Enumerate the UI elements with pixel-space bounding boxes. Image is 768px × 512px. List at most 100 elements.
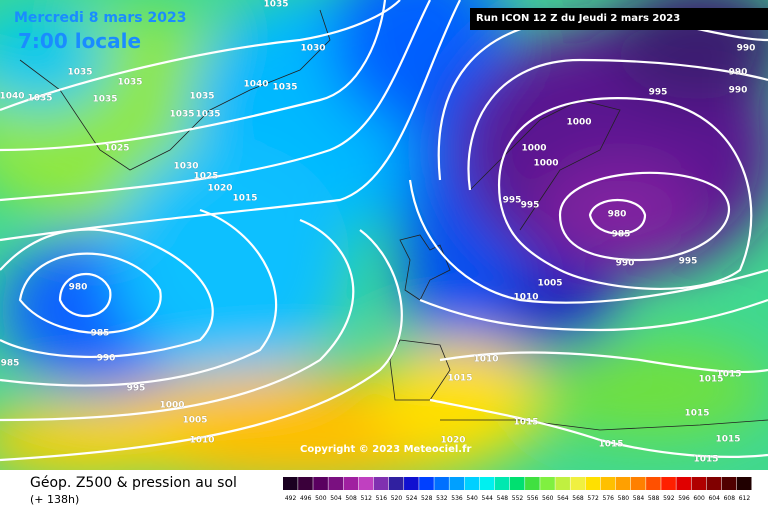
isobar-label: 1015 (698, 375, 723, 385)
scale-swatch (585, 477, 601, 490)
scale-swatch (464, 477, 480, 490)
isobar-label: 1000 (566, 118, 591, 128)
scale-swatch (600, 477, 616, 490)
scale-label: 560 (542, 495, 554, 502)
isobar-label: 985 (612, 230, 631, 240)
scale-swatch (721, 477, 737, 490)
isobar-label: 1035 (27, 94, 52, 104)
isobar-label: 995 (649, 88, 668, 98)
isobar-label: 1010 (473, 355, 498, 365)
isobar-label: 1035 (189, 92, 214, 102)
scale-label: 568 (572, 495, 584, 502)
color-scale: 492 496 500 504 508 512 516 520 524 528 532 536 540 5… (283, 477, 752, 502)
scale-label: 516 (376, 495, 388, 502)
scale-label: 504 (330, 495, 342, 502)
isobar-label: 1035 (117, 78, 142, 88)
scale-label: 536 (451, 495, 463, 502)
isobar-label: 1030 (300, 44, 325, 54)
isobar-label: 1040 (243, 80, 268, 90)
footer-title: Géop. Z500 & pression au sol (30, 475, 237, 491)
scale-swatch (494, 477, 510, 490)
scale-swatch (419, 477, 434, 490)
scale-swatch (661, 477, 676, 490)
scale-swatch (449, 477, 465, 490)
scale-label: 512 (360, 495, 372, 502)
isobar-label: 990 (616, 259, 635, 269)
isobar-label: 1000 (521, 144, 546, 154)
isobar-label: 1015 (716, 370, 741, 380)
isobar-label: 1000 (159, 401, 184, 411)
isobar-label: 1015 (684, 409, 709, 419)
isobar-label: 985 (1, 359, 20, 369)
isobar-label: 1015 (693, 455, 718, 465)
isobar-label: 1010 (189, 436, 214, 446)
isobar-label: 1000 (533, 159, 558, 169)
isobar-label: 980 (69, 283, 88, 293)
scale-swatch (630, 477, 646, 490)
scale-label: 612 (739, 495, 751, 502)
scale-swatch (570, 477, 586, 490)
scale-label: 492 (285, 495, 297, 502)
scale-label: 548 (497, 495, 509, 502)
map (0, 0, 768, 470)
scale-swatch (525, 477, 540, 490)
run-label: Run ICON 12 Z du Jeudi 2 mars 2023 (476, 13, 680, 24)
isobar-label: 985 (91, 329, 110, 339)
scale-label: 532 (436, 495, 448, 502)
isobar-label: 990 (737, 44, 756, 54)
scale-swatch (328, 477, 344, 490)
scale-label: 520 (391, 495, 403, 502)
scale-swatch (343, 477, 359, 490)
copyright: Copyright © 2023 Meteociel.fr (300, 444, 471, 455)
isobar-label: 1010 (513, 293, 538, 303)
scale-swatch (283, 477, 298, 490)
isobar-label: 995 (503, 196, 522, 206)
scale-swatch (676, 477, 691, 490)
scale-swatch (434, 477, 449, 490)
isobar-label: 1035 (263, 0, 288, 10)
isobar-label: 990 (97, 354, 116, 364)
scale-label: 600 (693, 495, 705, 502)
isobar-label: 1025 (193, 172, 218, 182)
scale-label: 576 (603, 495, 615, 502)
scale-label: 556 (527, 495, 539, 502)
scale-label: 604 (708, 495, 720, 502)
isobar-label: 995 (127, 384, 146, 394)
scale-swatch (646, 477, 661, 490)
scale-swatch (298, 477, 313, 490)
scale-swatch (736, 477, 752, 490)
scale-label: 500 (315, 495, 327, 502)
scale-label: 608 (724, 495, 736, 502)
isobar-label: 990 (729, 68, 748, 78)
time-label: 7:00 locale (18, 29, 141, 53)
isobar-label: 1025 (104, 144, 129, 154)
scale-label: 588 (648, 495, 660, 502)
scale-label: 508 (345, 495, 357, 502)
isobar-label: 1015 (598, 440, 623, 450)
isobar-label: 1015 (447, 374, 472, 384)
scale-swatch (540, 477, 555, 490)
scale-swatch (358, 477, 374, 490)
scale-label: 572 (587, 495, 599, 502)
scale-label: 552 (512, 495, 524, 502)
isobar-label: 1015 (232, 194, 257, 204)
scale-swatch (373, 477, 389, 490)
scale-label: 528 (421, 495, 433, 502)
isobar-label: 1015 (715, 435, 740, 445)
isobar-label: 1015 (513, 418, 538, 428)
scale-label: 580 (618, 495, 630, 502)
scale-swatch (404, 477, 419, 490)
isobar-label: 1040 (0, 92, 25, 102)
date-label: Mercredi 8 mars 2023 (14, 10, 186, 26)
isobar-label: 995 (679, 257, 698, 267)
scale-swatch (388, 477, 404, 490)
isobar-label: 1035 (195, 110, 220, 120)
isobar-label: 1005 (182, 416, 207, 426)
scale-swatch (313, 477, 328, 490)
scale-swatch (555, 477, 570, 490)
scale-label: 584 (633, 495, 645, 502)
footer-lead: (+ 138h) (30, 493, 79, 506)
scale-swatch (509, 477, 525, 490)
